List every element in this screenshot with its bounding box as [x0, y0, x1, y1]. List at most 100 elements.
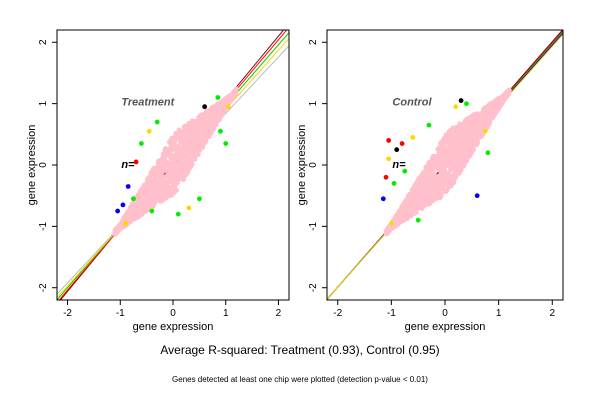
data-point [145, 178, 151, 184]
x-tick-label: 1 [223, 308, 229, 319]
data-point [158, 169, 164, 174]
data-point [421, 203, 427, 209]
x-tick-label: 2 [276, 308, 282, 319]
data-point [135, 205, 141, 211]
y-tick-label: 0 [38, 162, 49, 168]
outlier-point [485, 150, 491, 156]
data-point [146, 203, 152, 208]
outlier-point [458, 98, 464, 103]
data-point [153, 195, 159, 201]
data-point [159, 157, 165, 163]
data-point [191, 131, 197, 137]
data-point [444, 146, 450, 152]
data-point [203, 135, 208, 141]
outlier-point [125, 184, 131, 189]
data-point [427, 185, 433, 191]
data-point [467, 123, 473, 129]
data-point [440, 150, 446, 155]
data-point [399, 207, 404, 213]
data-point [177, 151, 183, 157]
data-point [483, 109, 488, 115]
data-point [171, 163, 176, 169]
data-point [407, 196, 413, 202]
data-point [196, 147, 202, 153]
data-point [178, 171, 184, 177]
data-point [201, 127, 207, 133]
data-point [181, 127, 187, 133]
x-tick-label: -1 [116, 308, 125, 319]
data-point [174, 135, 180, 141]
data-point [495, 103, 501, 109]
outlier-point [410, 134, 416, 140]
data-point [142, 209, 147, 215]
data-point [173, 130, 179, 136]
outlier-point [399, 141, 405, 146]
data-point [457, 145, 463, 151]
y-tick-label: 0 [308, 162, 319, 168]
data-point [423, 170, 429, 176]
outlier-point [482, 128, 488, 134]
outlier-point [115, 208, 121, 214]
y-axis-label: gene expression [296, 125, 308, 206]
data-point [196, 134, 202, 140]
data-point [184, 133, 189, 138]
data-point [453, 173, 459, 179]
data-point [231, 93, 237, 99]
outlier-point [386, 156, 392, 162]
data-point [192, 156, 198, 162]
data-point [185, 169, 191, 175]
data-point [467, 151, 473, 156]
outlier-point [464, 101, 469, 107]
data-point [184, 137, 190, 143]
data-point [474, 111, 480, 117]
data-point [228, 95, 233, 101]
data-point [419, 172, 425, 178]
data-point [159, 183, 165, 188]
data-point [410, 200, 416, 206]
data-point [479, 133, 485, 139]
data-point [460, 151, 466, 156]
data-point [161, 153, 167, 159]
data-point [192, 147, 198, 153]
outlier-point [149, 208, 155, 214]
data-point [472, 120, 477, 126]
data-point [162, 162, 168, 168]
data-point [197, 116, 203, 122]
average-r-squared-caption: Average R-squared: Treatment (0.93), Con… [160, 343, 440, 357]
panel-annotation: Control [392, 96, 432, 108]
data-point [476, 118, 482, 124]
outlier-point [196, 196, 202, 202]
data-point [168, 160, 174, 166]
data-point [422, 186, 428, 192]
data-point [448, 174, 454, 180]
data-point [175, 179, 181, 185]
x-tick-label: -2 [333, 308, 342, 319]
outlier-point [175, 211, 181, 217]
data-point [162, 193, 168, 199]
data-point [206, 110, 212, 116]
data-point [205, 127, 211, 133]
outlier-point [394, 147, 400, 153]
y-tick-label: -2 [38, 283, 49, 292]
scatter-panel-2: Control n= -2 -1 0 1 2 -2 -1 0 1 2 gene expression ge… [296, 29, 564, 333]
data-point [458, 139, 464, 145]
data-point [221, 99, 227, 105]
data-point [171, 180, 177, 186]
outlier-point [186, 205, 192, 211]
data-point [413, 191, 419, 197]
data-point [113, 229, 119, 235]
data-point [199, 139, 205, 145]
data-point [461, 158, 467, 164]
data-point [219, 110, 225, 115]
data-point [448, 139, 453, 145]
data-point [138, 211, 143, 217]
count-label: n= [121, 159, 135, 171]
outlier-point [120, 202, 126, 208]
data-point [448, 165, 453, 171]
data-point [177, 164, 183, 169]
data-point [457, 170, 462, 176]
data-point [421, 191, 426, 197]
data-point [506, 87, 512, 93]
count-label: n= [392, 159, 406, 171]
data-point [387, 225, 393, 231]
